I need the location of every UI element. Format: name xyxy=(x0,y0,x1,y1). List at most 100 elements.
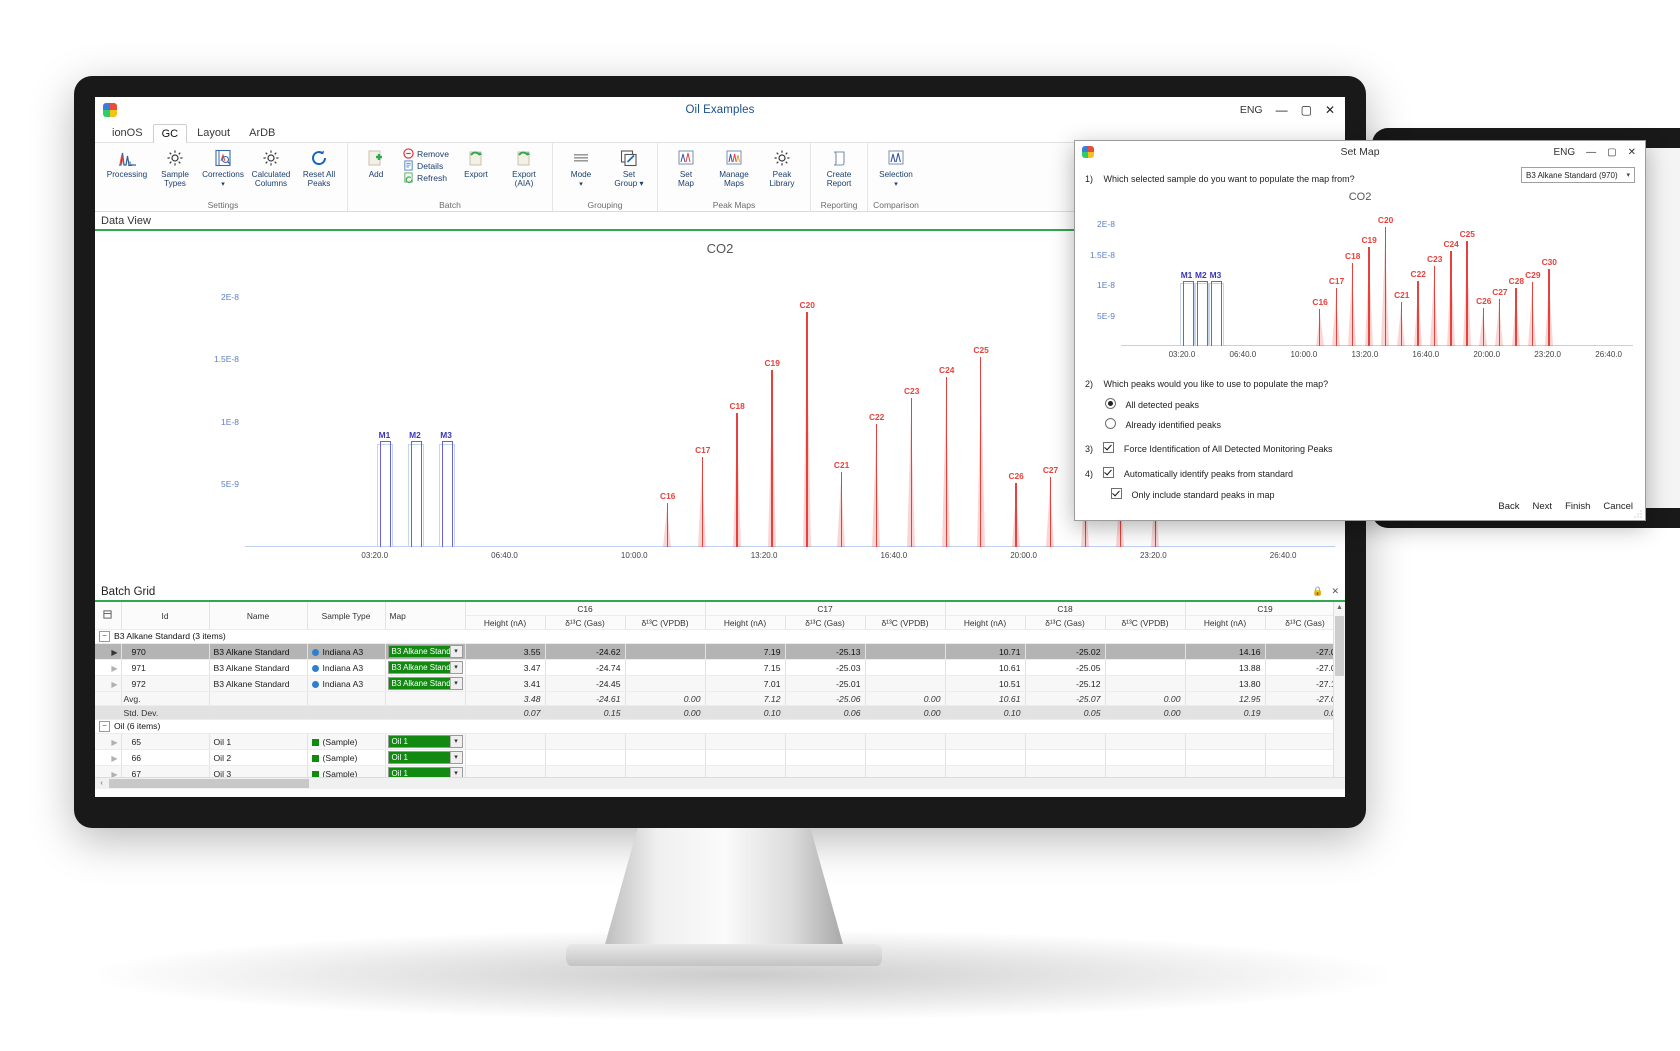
scroll-up-arrow[interactable]: ▲ xyxy=(1336,604,1343,611)
table-row[interactable]: ▶ 65 Oil 1 (Sample) Oil 1 ▾ xyxy=(95,733,1345,750)
sample-peak[interactable] xyxy=(1417,281,1419,346)
row-indicator-cell[interactable]: ▶ xyxy=(95,659,122,676)
dialog-language-indicator[interactable]: ENG xyxy=(1553,146,1576,158)
col-measure-header[interactable]: δ¹³C (Gas) xyxy=(1265,615,1345,630)
sample-peak[interactable] xyxy=(910,398,913,547)
cell-value[interactable] xyxy=(865,749,946,766)
col-measure-header[interactable]: Height (nA) xyxy=(1185,615,1266,630)
cell-value[interactable] xyxy=(1185,733,1266,750)
set-map-dialog[interactable]: Set Map ENG — ▢ ✕ 1) Which selected samp… xyxy=(1074,140,1646,521)
checkbox-auto-identify-control[interactable] xyxy=(1103,467,1115,479)
cell-value[interactable] xyxy=(1105,749,1186,766)
cell-value[interactable]: 7.01 xyxy=(705,675,786,692)
cell-sample-type[interactable]: (Sample) xyxy=(307,749,386,766)
grid-hscroll-thumb[interactable] xyxy=(109,779,309,788)
cell-value[interactable] xyxy=(945,733,1026,750)
col-id[interactable]: Id xyxy=(121,602,210,630)
cell-value[interactable] xyxy=(865,675,946,692)
grid-vertical-scrollbar[interactable]: ▲ xyxy=(1333,602,1345,778)
sample-peak[interactable] xyxy=(1433,266,1436,346)
mode-button[interactable]: Mode ▾ xyxy=(557,145,605,188)
cell-value[interactable]: -27.17 xyxy=(1265,675,1345,692)
group-expander-icon[interactable]: − xyxy=(99,631,110,643)
sample-peak[interactable] xyxy=(1319,309,1321,346)
chevron-down-icon[interactable]: ▾ xyxy=(449,678,462,689)
radio-all-detected-peaks[interactable]: All detected peaks xyxy=(1075,392,1645,413)
cell-map[interactable]: Oil 1 ▾ xyxy=(385,749,466,766)
cell-map[interactable]: Oil 1 ▾ xyxy=(385,733,466,750)
minimize-button[interactable]: — xyxy=(1275,103,1288,117)
group-expander-icon[interactable]: − xyxy=(99,721,110,733)
cell-value[interactable] xyxy=(1265,733,1345,750)
checkbox-only-standard-peaks[interactable]: Only include standard peaks in map xyxy=(1075,482,1645,503)
cell-value[interactable]: 10.71 xyxy=(945,643,1026,660)
cell-value[interactable] xyxy=(785,749,866,766)
cell-value[interactable]: -25.05 xyxy=(1025,659,1106,676)
map-dropdown[interactable]: B3 Alkane Standard▾ xyxy=(387,645,463,658)
table-row[interactable]: ▶ 66 Oil 2 (Sample) Oil 1 ▾ xyxy=(95,749,1345,766)
chevron-down-icon[interactable]: ▾ xyxy=(449,768,462,779)
group-header-row[interactable]: − Oil (6 items) xyxy=(95,719,1345,734)
sample-peak[interactable] xyxy=(1466,240,1468,346)
sample-peak[interactable] xyxy=(701,456,704,547)
col-sample-type[interactable]: Sample Type xyxy=(307,602,386,630)
set-map-button[interactable]: Set Map xyxy=(662,145,710,188)
cell-value[interactable]: 7.19 xyxy=(705,643,786,660)
checkbox-only-standard-peaks-control[interactable] xyxy=(1111,488,1122,500)
details-button[interactable]: Details xyxy=(400,160,452,171)
processing-button[interactable]: Δ Processing xyxy=(103,145,151,179)
dialog-chromatogram[interactable]: CO2 M1 M2 M3 C16 C17 C18 C19 C20 C21 C22 C23 C24 C25… xyxy=(1075,187,1645,372)
chevron-down-icon[interactable]: ▾ xyxy=(449,752,462,763)
map-dropdown[interactable]: B3 Alkane Standard▾ xyxy=(387,661,463,674)
col-name[interactable]: Name xyxy=(209,602,308,630)
dialog-chart-plot-area[interactable]: M1 M2 M3 C16 C17 C18 C19 C20 C21 C22 C23 C24 C25 C26 C… xyxy=(1121,209,1633,346)
row-indicator-cell[interactable]: ▶ xyxy=(95,675,122,692)
sample-peak[interactable] xyxy=(806,311,808,547)
cell-sample-type[interactable]: Indiana A3 xyxy=(307,643,386,660)
cell-value[interactable] xyxy=(1105,675,1186,692)
cell-sample-type[interactable]: (Sample) xyxy=(307,733,386,750)
sample-peak[interactable] xyxy=(980,356,982,547)
row-indicator-cell[interactable]: ▶ xyxy=(95,643,122,660)
close-button[interactable]: ✕ xyxy=(1324,103,1335,117)
cell-sample-type[interactable]: Indiana A3 xyxy=(307,675,386,692)
cell-value[interactable] xyxy=(1025,733,1106,750)
cell-id[interactable]: 970 xyxy=(121,643,210,660)
row-indicator-cell[interactable]: ▶ xyxy=(95,749,122,766)
language-indicator[interactable]: ENG xyxy=(1239,104,1263,116)
col-measure-header[interactable]: δ¹³C (Gas) xyxy=(785,615,866,630)
monitoring-peak[interactable] xyxy=(1211,281,1223,346)
cell-value[interactable] xyxy=(1105,643,1186,660)
dialog-minimize-button[interactable]: — xyxy=(1586,146,1597,158)
table-row[interactable]: ▶ 971 B3 Alkane Standard Indiana A3 B3 Alkan… xyxy=(95,659,1345,676)
cell-map[interactable]: B3 Alkane Standard▾ xyxy=(385,643,466,660)
monitoring-peak[interactable] xyxy=(410,440,422,547)
cell-name[interactable]: B3 Alkane Standard xyxy=(209,659,308,676)
cell-value[interactable]: 7.15 xyxy=(705,659,786,676)
group-header-row[interactable]: − B3 Alkane Standard (3 items) xyxy=(95,629,1345,644)
radio-already-identified-peaks[interactable]: Already identified peaks xyxy=(1075,413,1645,433)
cell-value[interactable]: 3.55 xyxy=(465,643,546,660)
chevron-down-icon[interactable]: ▾ xyxy=(449,662,462,673)
sample-peak[interactable] xyxy=(771,369,773,547)
sample-peak[interactable] xyxy=(1548,269,1550,346)
peak-library-button[interactable]: Peak Library xyxy=(758,145,806,188)
sample-types-button[interactable]: Sample Types xyxy=(151,145,199,188)
sample-peak[interactable] xyxy=(1335,288,1337,346)
cell-value[interactable]: -24.62 xyxy=(545,643,626,660)
sample-peak[interactable] xyxy=(1515,288,1517,346)
sample-peak[interactable] xyxy=(1049,476,1051,547)
cell-value[interactable]: -25.03 xyxy=(785,659,866,676)
col-measure-header[interactable]: δ¹³C (VPDB) xyxy=(1105,615,1186,630)
cell-value[interactable] xyxy=(705,733,786,750)
refresh-button[interactable]: Refresh xyxy=(400,172,452,183)
cell-value[interactable] xyxy=(625,643,706,660)
tab-ardb[interactable]: ArDB xyxy=(249,127,276,139)
maximize-button[interactable]: ▢ xyxy=(1300,103,1312,117)
lock-icon[interactable]: 🔒 xyxy=(1312,586,1324,596)
cell-value[interactable] xyxy=(1185,749,1266,766)
cancel-button[interactable]: Cancel xyxy=(1603,501,1633,512)
cell-value[interactable] xyxy=(785,733,866,750)
row-indicator-cell[interactable]: ▶ xyxy=(95,733,122,750)
finish-button[interactable]: Finish xyxy=(1565,501,1591,512)
